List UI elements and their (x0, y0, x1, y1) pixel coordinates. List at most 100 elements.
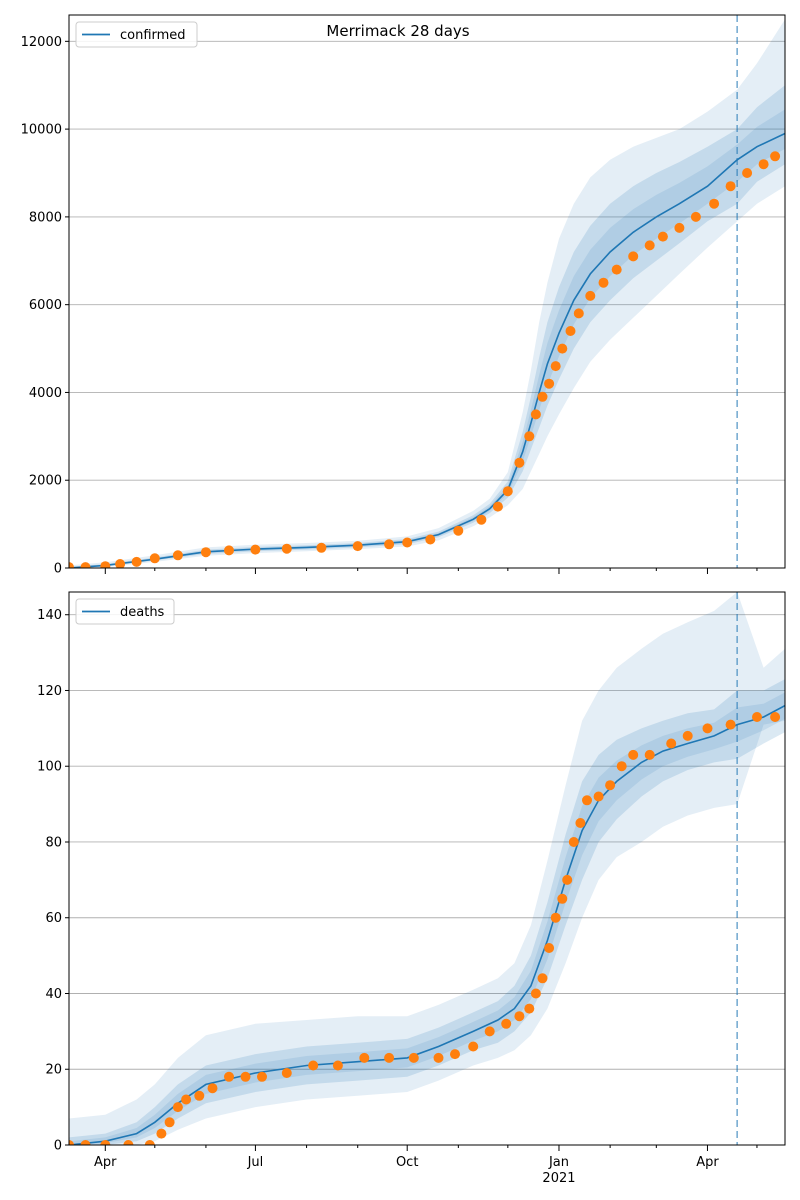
plot-area (69, 592, 785, 1145)
observed-point (514, 1011, 525, 1022)
observed-point (468, 1041, 479, 1052)
y-tick-label: 100 (37, 760, 62, 775)
observed-point (544, 943, 555, 953)
observed-point (131, 556, 142, 567)
observed-point (562, 874, 573, 885)
observed-point (207, 1083, 218, 1094)
observed-point (616, 761, 627, 772)
observed-point (530, 988, 541, 999)
observed-point (502, 486, 513, 497)
observed-point (352, 541, 363, 552)
observed-point (308, 1060, 319, 1071)
observed-point (450, 1049, 460, 1060)
y-tick-label: 12000 (21, 35, 62, 50)
observed-point (593, 791, 604, 802)
observed-point (575, 818, 586, 828)
observed-point (492, 501, 503, 512)
legend-box (75, 21, 198, 48)
observed-point (80, 1140, 91, 1145)
observed-point (742, 168, 753, 178)
observed-point (557, 893, 568, 904)
observed-point (598, 277, 609, 288)
observed-point (568, 837, 579, 847)
observed-point (702, 723, 713, 734)
y-tick-label: 40 (45, 987, 62, 1002)
observed-point (628, 749, 639, 760)
legend: confirmed (75, 21, 198, 48)
chart-title: Merrimack 28 days (326, 22, 469, 40)
observed-point (359, 1052, 370, 1063)
observed-point (281, 1068, 292, 1078)
observed-point (582, 795, 592, 806)
observed-point (172, 1102, 183, 1113)
observed-point (240, 1071, 251, 1082)
observed-point (100, 1140, 111, 1145)
y-tick-label: 20 (45, 1063, 62, 1078)
y-tick-label: 60 (45, 911, 62, 926)
y-tick-label: 2000 (29, 474, 62, 489)
observed-point (156, 1128, 167, 1139)
observed-point (752, 712, 762, 722)
observed-point (194, 1090, 205, 1101)
legend-label: deaths (120, 605, 165, 620)
plot-area (69, 19, 785, 568)
observed-point (550, 361, 561, 372)
observed-point (172, 550, 183, 561)
observed-point (544, 378, 555, 389)
observed-point (537, 391, 548, 402)
observed-point (557, 343, 568, 354)
x-tick-label: Jan (548, 1155, 569, 1170)
observed-point (402, 537, 413, 548)
observed-point (725, 719, 736, 730)
observed-point (316, 542, 327, 553)
observed-point (181, 1094, 192, 1105)
observed-point (80, 562, 91, 568)
x-tick-label: Apr (94, 1155, 117, 1170)
observed-point (433, 1052, 444, 1063)
uncertainty-band (69, 592, 785, 1145)
observed-point (484, 1026, 495, 1037)
observed-point (476, 514, 487, 525)
observed-point (550, 912, 561, 923)
legend-box (75, 598, 175, 625)
observed-point (628, 251, 639, 262)
observed-point (425, 534, 436, 545)
observed-point (537, 973, 548, 984)
y-tick-label: 120 (37, 684, 62, 699)
axes-frame (68, 591, 786, 1146)
y-tick-label: 0 (54, 562, 62, 577)
observed-point (453, 525, 464, 536)
observed-point (384, 1052, 395, 1063)
observed-point (149, 553, 160, 564)
observed-point (408, 1052, 419, 1063)
y-tick-label: 0 (54, 1139, 62, 1154)
y-tick-label: 140 (37, 608, 62, 623)
observed-point (605, 780, 616, 791)
observed-point (666, 738, 677, 749)
observed-point (115, 559, 126, 568)
y-tick-label: 80 (45, 835, 62, 850)
observed-point (281, 543, 292, 554)
observed-point (224, 1071, 234, 1082)
observed-point (100, 561, 111, 568)
legend: deaths (75, 598, 175, 625)
observed-point (585, 290, 596, 301)
x-tick-label: Jul (247, 1155, 264, 1170)
observed-point (514, 457, 525, 468)
observed-point (758, 159, 769, 170)
observed-point (69, 1140, 74, 1145)
observed-point (69, 562, 74, 568)
observed-point (674, 222, 685, 233)
observed-point (144, 1140, 155, 1145)
observed-point (611, 264, 622, 275)
observed-point (770, 151, 781, 162)
uncertainty-band (69, 19, 785, 568)
observed-point (709, 198, 720, 209)
observed-point (164, 1117, 175, 1128)
y-tick-label: 4000 (29, 386, 62, 401)
y-tick-label: 10000 (21, 123, 62, 138)
observed-point (250, 544, 261, 555)
y-tick-label: 8000 (29, 210, 62, 225)
